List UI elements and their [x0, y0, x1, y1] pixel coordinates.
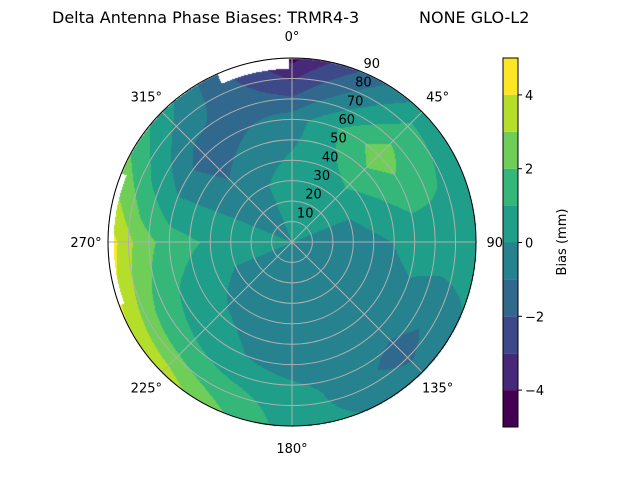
radial-tick-label: 60	[339, 113, 356, 128]
radial-tick-labels: 10 20 30 40 50 60 70 80 90	[297, 57, 380, 221]
colorbar-tick-label: −4	[525, 384, 544, 399]
angular-tick-label: 0°	[285, 30, 300, 45]
radial-tick-label: 20	[305, 188, 322, 203]
colorbar-tick-label: 2	[525, 163, 533, 178]
colorbar-band	[503, 168, 518, 206]
radial-tick-label: 50	[330, 132, 347, 147]
colorbar-band	[503, 205, 518, 243]
angular-tick-label: 225°	[131, 382, 162, 397]
colorbar-band	[503, 390, 518, 427]
colorbar-tick-label: 0	[525, 237, 533, 252]
angular-tick-label: 270°	[70, 236, 101, 251]
colorbar-band	[503, 131, 518, 169]
angular-gridline	[161, 111, 293, 243]
colorbar-band	[503, 353, 518, 391]
radial-tick-label: 90	[363, 57, 380, 72]
colorbar-tick-label: −2	[525, 310, 544, 325]
chart-title-right: NONE GLO-L2	[419, 8, 529, 27]
radial-tick-label: 40	[322, 150, 339, 165]
angular-gridline	[291, 111, 423, 243]
angular-gridline	[161, 241, 293, 373]
colorbar-label: Bias (mm)	[555, 209, 570, 276]
radial-tick-label: 30	[314, 169, 331, 184]
radial-tick-label: 10	[297, 206, 314, 221]
colorbar-tick-label: 4	[525, 89, 533, 104]
radial-tick-label: 80	[355, 76, 372, 91]
polar-frame	[107, 57, 477, 427]
colorbar-band	[503, 94, 518, 132]
colorbar-band	[503, 58, 518, 95]
angular-tick-label: 45°	[426, 90, 449, 105]
angular-gridline	[291, 241, 423, 373]
radial-tick-label: 70	[347, 94, 364, 109]
colorbar-band	[503, 279, 518, 317]
chart-title-left: Delta Antenna Phase Biases: TRMR4-3	[52, 8, 359, 27]
angular-tick-label: 315°	[131, 90, 162, 105]
colorbar: −4 −2 0 2 4	[502, 57, 544, 428]
colorbar-band	[503, 242, 518, 280]
angular-tick-label: 135°	[422, 382, 453, 397]
colorbar-band	[503, 316, 518, 354]
angular-tick-label: 180°	[276, 442, 307, 457]
polar-grid	[107, 57, 477, 427]
